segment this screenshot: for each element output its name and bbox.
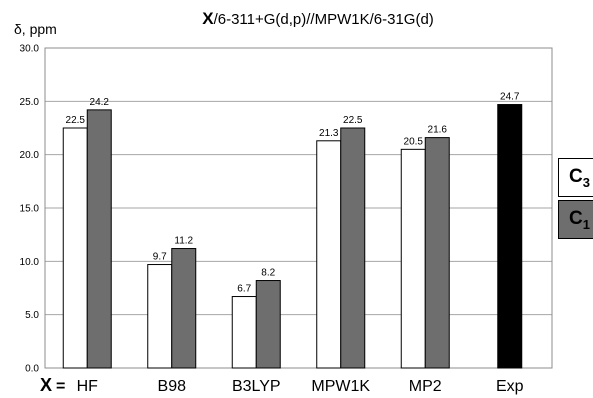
y-tick-label: 10.0 xyxy=(20,257,40,268)
data-label: 22.5 xyxy=(66,115,86,126)
y-tick-label: 0.0 xyxy=(25,364,39,375)
bar xyxy=(231,296,257,369)
data-label: 24.7 xyxy=(500,92,520,103)
data-label: 6.7 xyxy=(237,284,251,295)
data-label: 20.5 xyxy=(404,136,424,147)
x-prefix-symbol: X xyxy=(40,375,52,395)
data-label: 11.2 xyxy=(174,236,193,247)
bar xyxy=(86,109,112,369)
data-label: 22.5 xyxy=(343,115,363,126)
y-tick-label: 15.0 xyxy=(20,204,40,215)
x-prefix: X = xyxy=(40,375,65,395)
bar xyxy=(62,127,88,369)
bar xyxy=(316,140,342,369)
bars xyxy=(62,104,523,369)
legend-label-c3: C3 xyxy=(569,166,590,190)
x-prefix-equals: = xyxy=(56,378,65,395)
bar xyxy=(400,148,426,369)
gridlines xyxy=(45,100,552,316)
y-tick-label: 5.0 xyxy=(25,310,39,321)
chart-title-symbol: X xyxy=(202,9,214,28)
data-label: 9.7 xyxy=(153,252,167,263)
data-label: 24.2 xyxy=(90,97,110,108)
data-label: 21.6 xyxy=(428,125,448,136)
bar xyxy=(147,264,173,369)
x-tick-label: B3LYP xyxy=(232,378,281,395)
bar xyxy=(340,127,366,369)
x-tick-labels: HF B98 B3LYP MPW1K MP2 Exp xyxy=(77,378,524,395)
y-tick-label: 25.0 xyxy=(20,97,40,108)
x-tick-label: HF xyxy=(77,378,99,395)
x-tick-label: Exp xyxy=(496,378,524,395)
y-tick-labels: 0.0 5.0 10.0 15.0 20.0 25.0 30.0 xyxy=(20,44,40,375)
legend-item-c1: C1 xyxy=(558,200,593,239)
chart-title-text: /6-311+G(d,p)//MPW1K/6-31G(d) xyxy=(214,11,434,28)
y-tick-label: 30.0 xyxy=(20,44,40,55)
y-tick-label: 20.0 xyxy=(20,150,40,161)
bar xyxy=(171,248,197,369)
bar xyxy=(255,280,281,369)
legend-item-c3: C3 xyxy=(558,158,593,197)
chart-title: X/6-311+G(d,p)//MPW1K/6-31G(d) xyxy=(202,9,434,28)
data-label: 21.3 xyxy=(319,128,339,139)
bar xyxy=(424,137,450,369)
x-tick-label: MPW1K xyxy=(311,378,370,395)
legend-label-c1: C1 xyxy=(569,208,590,232)
data-label: 8.2 xyxy=(261,268,275,279)
y-axis-label: δ, ppm xyxy=(14,21,57,37)
x-tick-label: MP2 xyxy=(409,378,442,395)
data-labels: 22.5 24.2 9.7 11.2 6.7 8.2 21.3 22.5 20.5 21.6 24.… xyxy=(66,92,520,295)
plot-area-frame xyxy=(44,47,553,369)
bar xyxy=(497,104,523,369)
x-tick-label: B98 xyxy=(158,378,187,395)
